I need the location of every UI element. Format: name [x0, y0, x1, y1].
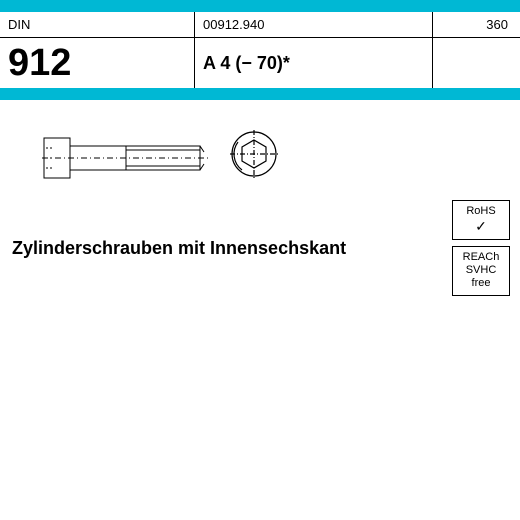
spec-empty [433, 38, 520, 88]
rohs-label: RoHS [455, 205, 507, 218]
compliance-badges: RoHS ✓ REACh SVHC free [452, 200, 510, 296]
header-row: DIN 00912.940 360 [0, 12, 520, 38]
diagram-area: RoHS ✓ REACh SVHC free [0, 100, 520, 230]
din-number-cell: 912 [0, 38, 195, 88]
spec-row: 912 A 4 (− 70)* [0, 38, 520, 88]
material-spec: A 4 (− 70)* [203, 53, 290, 74]
top-cyan-band [0, 0, 520, 12]
reach-line1: REACh [455, 251, 507, 264]
bottom-cyan-band [0, 88, 520, 100]
header-code: 00912.940 [195, 12, 433, 37]
reach-line2: SVHC [455, 264, 507, 277]
screw-front-icon [228, 128, 280, 180]
screw-side-icon [42, 130, 212, 190]
header-ref: 360 [433, 12, 520, 37]
product-description: Zylinderschrauben mit Innensechskant [0, 238, 520, 259]
reach-line3: free [455, 277, 507, 290]
rohs-badge: RoHS ✓ [452, 200, 510, 240]
header-standard: DIN [0, 12, 195, 37]
rohs-check-icon: ✓ [455, 218, 507, 235]
reach-badge: REACh SVHC free [452, 246, 510, 296]
din-number: 912 [8, 44, 71, 82]
material-cell: A 4 (− 70)* [195, 38, 433, 88]
